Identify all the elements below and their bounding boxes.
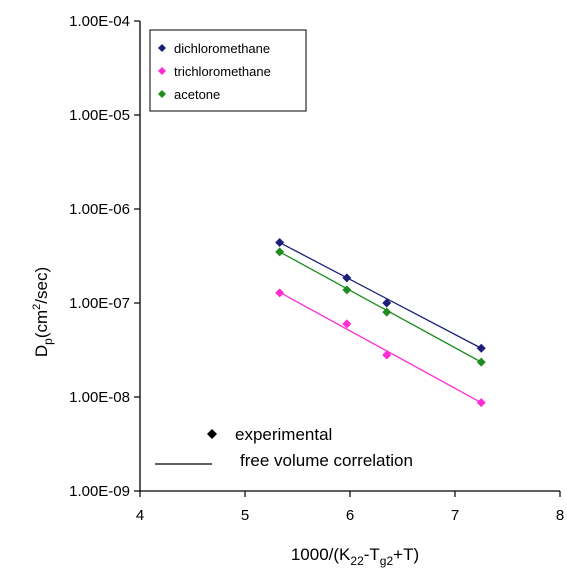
legend-label-dichloromethane: dichloromethane (174, 41, 270, 56)
data-point-acetone (382, 307, 392, 317)
y-tick-label: 1.00E-07 (69, 295, 130, 312)
data-point-acetone (476, 357, 486, 367)
legend-marker-trichloromethane (158, 67, 166, 75)
legend-box (149, 29, 307, 112)
key-marker-icon (207, 429, 217, 439)
x-tick-label: 4 (136, 507, 144, 524)
data-point-trichloromethane (275, 288, 285, 298)
y-axis-label: Dp(cm2/sec) (31, 267, 55, 357)
data-point-acetone (342, 285, 352, 295)
y-tick-label: 1.00E-04 (69, 13, 130, 30)
y-tick-label: 1.00E-08 (69, 389, 130, 406)
marker-key: experimental free volume correlation (155, 425, 413, 470)
key-marker-label: experimental (235, 425, 332, 444)
x-tick-label: 8 (556, 507, 564, 524)
fit-line-trichloromethane (279, 291, 482, 404)
x-tick-label: 6 (346, 507, 354, 524)
y-tick-label: 1.00E-09 (69, 483, 130, 500)
data-point-acetone (275, 247, 285, 257)
axes: 1.00E-09 1.00E-08 1.00E-07 1.00E-06 1.00E-05… (69, 13, 564, 524)
data-point-dichloromethane (275, 238, 285, 248)
legend: dichloromethane trichloromethane acetone (149, 29, 307, 112)
fit-lines (279, 241, 482, 404)
data-point-trichloromethane (382, 350, 392, 360)
y-tick-label: 1.00E-06 (69, 201, 130, 218)
data-point-dichloromethane (342, 273, 352, 283)
data-point-dichloromethane (382, 298, 392, 308)
legend-label-acetone: acetone (174, 87, 220, 102)
data-point-trichloromethane (342, 319, 352, 329)
fit-line-acetone (279, 251, 482, 363)
legend-marker-acetone (158, 90, 166, 98)
y-tick-label: 1.00E-05 (69, 107, 130, 124)
key-line-label: free volume correlation (240, 451, 413, 470)
legend-label-trichloromethane: trichloromethane (174, 64, 271, 79)
data-points (275, 238, 486, 408)
x-axis-label: 1000/(K22-Tg2+T) (291, 545, 419, 568)
x-tick-label: 7 (451, 507, 459, 524)
x-tick-label: 5 (241, 507, 249, 524)
data-point-trichloromethane (476, 398, 486, 408)
data-point-dichloromethane (476, 343, 486, 353)
fit-line-dichloromethane (279, 241, 482, 349)
legend-marker-dichloromethane (158, 44, 166, 52)
